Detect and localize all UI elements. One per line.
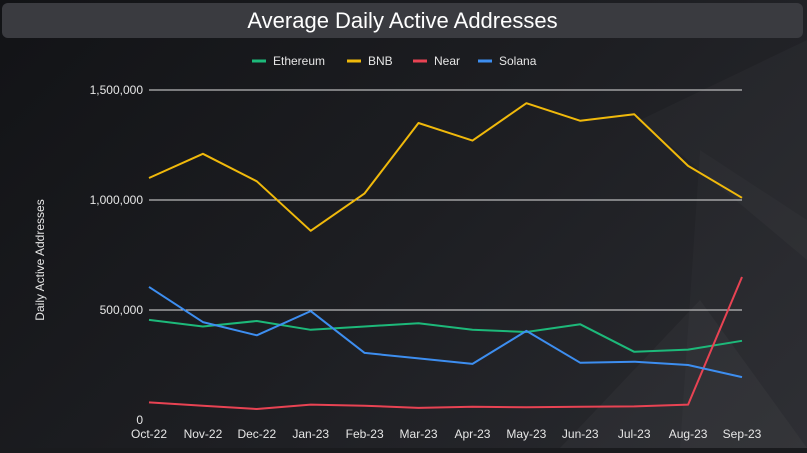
series-line-ethereum <box>148 318 743 353</box>
series-line-solana <box>148 286 743 379</box>
x-tick-label: Apr-23 <box>454 427 490 441</box>
x-tick-label: Jun-23 <box>562 427 599 441</box>
y-axis-ticks: 0 500,000 1,000,000 1,500,000 <box>90 83 144 427</box>
x-axis-ticks: Oct-22 Nov-22 Dec-22 Jan-23 Feb-23 Mar-23 Apr-… <box>131 427 762 441</box>
x-tick-label: Jul-23 <box>618 427 651 441</box>
x-tick-label: Oct-22 <box>131 427 167 441</box>
series-lines <box>148 102 743 410</box>
legend-label-ethereum: Ethereum <box>273 54 325 68</box>
chart-title: Average Daily Active Addresses <box>2 3 803 38</box>
x-tick-label: Jan-23 <box>292 427 329 441</box>
legend-label-bnb: BNB <box>368 54 393 68</box>
series-line-near <box>148 276 743 410</box>
x-tick-label: Mar-23 <box>400 427 438 441</box>
x-tick-label: Nov-22 <box>184 427 223 441</box>
y-tick-label: 1,500,000 <box>90 83 144 97</box>
x-tick-label: Feb-23 <box>346 427 384 441</box>
x-tick-label: Aug-23 <box>669 427 708 441</box>
series-line-bnb <box>148 102 743 232</box>
y-tick-label: 1,000,000 <box>90 193 144 207</box>
y-tick-label: 500,000 <box>100 303 144 317</box>
gridlines <box>149 89 742 311</box>
legend-label-solana: Solana <box>499 54 537 68</box>
x-tick-label: Dec-22 <box>237 427 276 441</box>
legend-label-near: Near <box>434 54 460 68</box>
y-axis-label: Daily Active Addresses <box>33 199 47 320</box>
x-tick-label: Sep-23 <box>723 427 762 441</box>
legend: Ethereum BNB Near Solana <box>252 54 537 68</box>
y-tick-label: 0 <box>136 413 143 427</box>
x-tick-label: May-23 <box>506 427 546 441</box>
